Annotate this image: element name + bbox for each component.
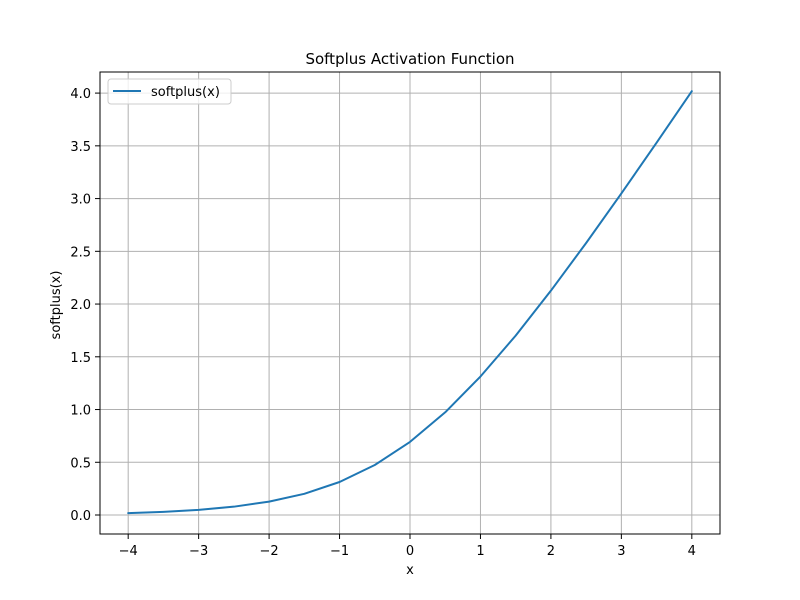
y-tick-label: 0.0 [70, 509, 91, 524]
y-tick-label: 2.5 [70, 245, 91, 260]
legend-label: softplus(x) [151, 85, 220, 100]
y-tick-label: 4.0 [70, 87, 91, 102]
x-tick-label: −3 [189, 544, 208, 559]
x-tick-label: −1 [330, 544, 349, 559]
grid-layer [100, 72, 720, 534]
x-tick-label: 4 [688, 544, 696, 559]
x-tick-label: 1 [476, 544, 484, 559]
legend: softplus(x) [107, 78, 232, 105]
y-axis-label: softplus(x) [49, 271, 64, 340]
x-axis-label: x [406, 563, 414, 578]
legend-box [107, 78, 232, 105]
series-layer [127, 90, 693, 515]
x-tick-label: 3 [617, 544, 625, 559]
y-tick-label: 1.5 [70, 351, 91, 366]
x-tick-label: −4 [119, 544, 138, 559]
y-tick-label: 0.5 [70, 456, 91, 471]
ticks-layer: −4 −3 −2 −1 0 1 2 3 4 0.0 0.5 1.0 1.5 2.0 2.5 3.0 3.5 4.0 [70, 87, 696, 559]
y-tick-label: 3.0 [70, 193, 91, 208]
y-tick-label: 1.0 [70, 404, 91, 419]
y-tick-label: 2.0 [70, 298, 91, 313]
series-line-softplus [127, 90, 693, 515]
x-tick-label: 2 [547, 544, 555, 559]
y-tick-label: 3.5 [70, 140, 91, 155]
chart-title: Softplus Activation Function [305, 50, 514, 68]
x-tick-label: 0 [406, 544, 414, 559]
x-tick-label: −2 [260, 544, 279, 559]
